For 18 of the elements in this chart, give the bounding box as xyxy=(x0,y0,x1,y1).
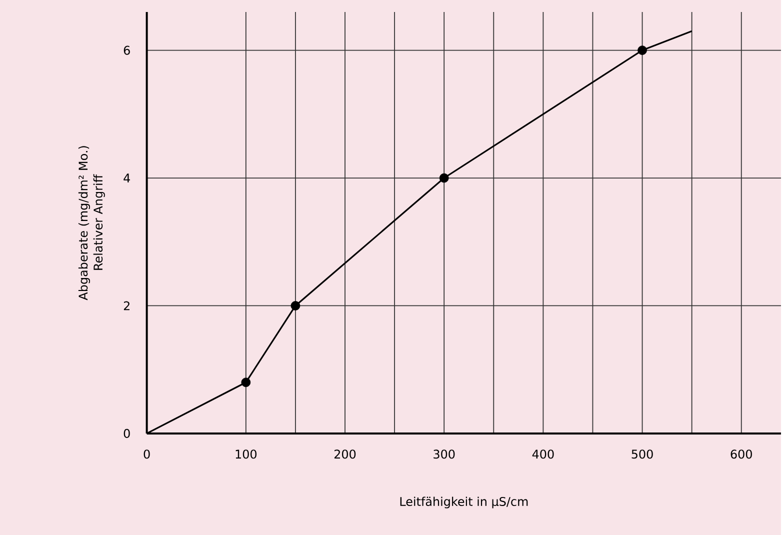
y-tick-label: 0 xyxy=(124,428,130,438)
x-tick-label: 600 xyxy=(730,449,752,458)
point xyxy=(241,378,251,387)
y-tick-label: 4 xyxy=(124,174,130,182)
point xyxy=(290,300,300,310)
y-tick-label: 2 xyxy=(124,301,130,310)
x-axis-title: Leitfähigkeit in µS/cm xyxy=(400,496,528,508)
x-tick-label: 0 xyxy=(144,449,150,458)
x-tick-label: 200 xyxy=(334,449,356,458)
x-tick-label: 300 xyxy=(434,449,455,458)
x-tick-label: 100 xyxy=(236,449,257,458)
text: Relativer Angriff xyxy=(93,174,105,270)
x-tick-label: 400 xyxy=(532,449,554,458)
point xyxy=(439,173,449,183)
y-tick-label: 6 xyxy=(124,46,130,55)
y-axis-title: Abgaberate (mg/dm² Mo.) xyxy=(78,146,90,300)
x-tick-label: 500 xyxy=(632,449,653,458)
point xyxy=(638,45,647,55)
